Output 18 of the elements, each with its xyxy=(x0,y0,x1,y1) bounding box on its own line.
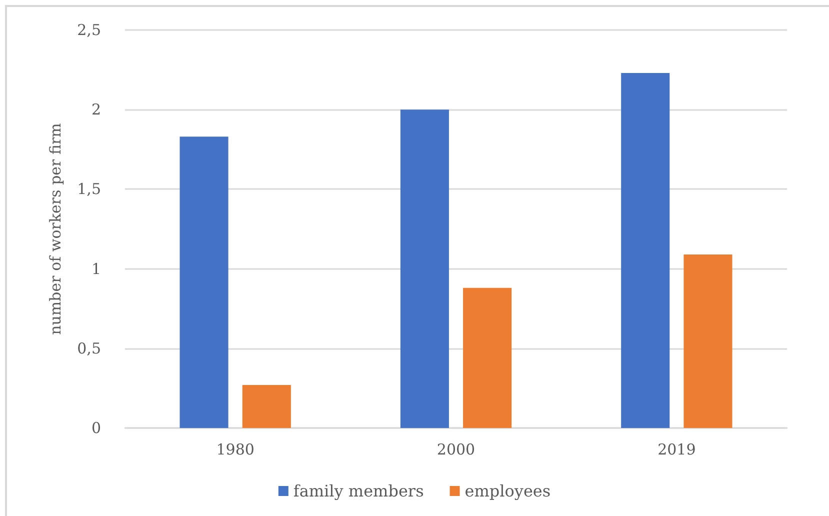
y-tick-label: 2,5 xyxy=(77,21,101,39)
bar xyxy=(621,72,670,428)
y-axis-title: number of workers per firm xyxy=(46,123,64,335)
y-tick-label: 0 xyxy=(91,419,101,437)
y-tick-label: 1 xyxy=(91,260,101,278)
legend-label: family members xyxy=(293,482,424,500)
bar xyxy=(242,385,291,428)
legend-label: employees xyxy=(464,482,551,500)
bar xyxy=(400,110,449,428)
x-tick-label: 1980 xyxy=(216,440,254,458)
y-tick-label: 2 xyxy=(91,100,101,119)
x-tick-label: 2019 xyxy=(658,440,696,458)
bar xyxy=(180,136,228,428)
y-tick-label: 1,5 xyxy=(77,180,101,198)
bar xyxy=(684,254,732,428)
x-tick-label: 2000 xyxy=(436,440,476,458)
y-tick-label: 0,5 xyxy=(77,339,101,358)
bar xyxy=(463,288,512,428)
